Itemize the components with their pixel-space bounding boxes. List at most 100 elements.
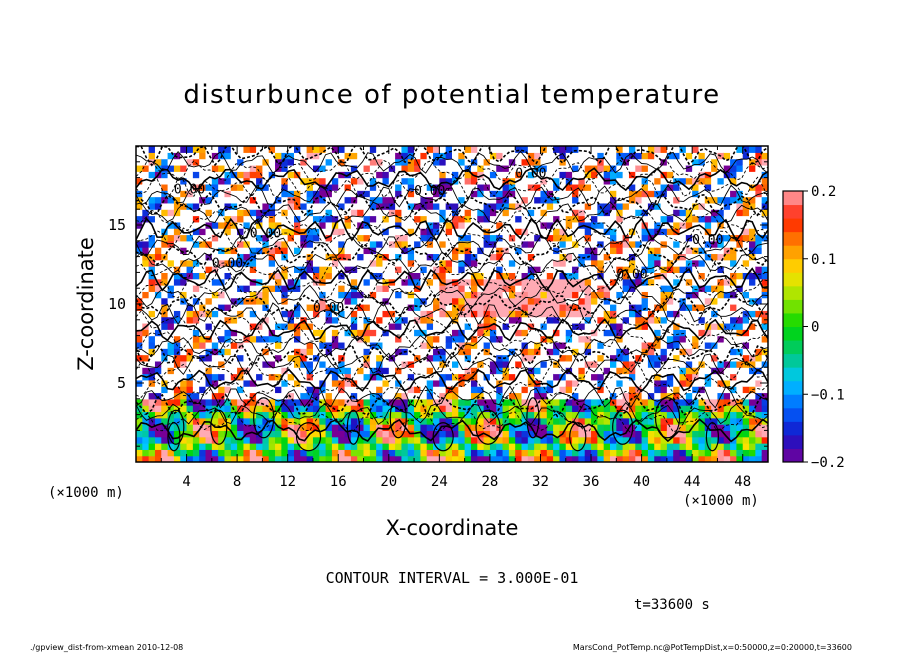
heatmap-cell — [275, 158, 282, 166]
heatmap-cell — [641, 436, 649, 444]
heatmap-cell — [180, 164, 188, 172]
heatmap-cell — [628, 386, 636, 394]
heatmap-cell — [268, 228, 276, 236]
heatmap-cell — [275, 417, 282, 425]
heatmap-cell — [376, 215, 384, 223]
heatmap-cell — [287, 215, 295, 223]
heatmap-cell — [192, 247, 200, 255]
heatmap-cell — [445, 183, 453, 191]
heatmap-cell — [306, 278, 314, 286]
heatmap-cell — [344, 259, 352, 267]
heatmap-cell — [161, 247, 169, 255]
heatmap-cell — [414, 221, 421, 229]
heatmap-cell — [426, 379, 434, 387]
heatmap-cell — [186, 285, 194, 292]
heatmap-cell — [433, 266, 440, 273]
heatmap-cell — [711, 354, 719, 362]
heatmap-cell — [496, 455, 504, 462]
heatmap-cell — [243, 341, 251, 349]
heatmap-cell — [420, 430, 428, 438]
heatmap-cell — [692, 304, 700, 311]
heatmap-cell — [319, 297, 327, 305]
heatmap-cell — [666, 417, 674, 425]
heatmap-cell — [736, 253, 744, 261]
heatmap-cell — [666, 259, 674, 267]
heatmap-cell — [249, 398, 257, 406]
heatmap-cell — [591, 247, 598, 255]
heatmap-cell — [344, 386, 352, 394]
heatmap-cell — [704, 291, 712, 299]
heatmap-cell — [167, 177, 175, 185]
heatmap-cell — [173, 190, 181, 198]
heatmap-cell — [736, 215, 744, 223]
heatmap-cell — [230, 215, 238, 223]
heatmap-cell — [401, 386, 409, 394]
heatmap-cell — [666, 360, 674, 368]
heatmap-cell — [749, 158, 756, 166]
heatmap-cell — [597, 386, 605, 394]
heatmap-cell — [407, 266, 415, 273]
heatmap-cell — [262, 259, 270, 267]
heatmap-cell — [508, 297, 516, 305]
heatmap-cell — [546, 240, 554, 248]
heatmap-cell — [439, 348, 447, 356]
heatmap-cell — [142, 146, 150, 153]
heatmap-cell — [433, 297, 440, 305]
heatmap-cell — [647, 164, 655, 172]
heatmap-cell — [730, 171, 737, 179]
heatmap-cell — [559, 297, 567, 305]
heatmap-cell — [433, 411, 440, 419]
heatmap-cell — [540, 354, 548, 362]
heatmap-cell — [420, 253, 428, 261]
heatmap-cell — [148, 285, 156, 292]
heatmap-cell — [256, 455, 263, 462]
heatmap-cell — [692, 335, 700, 343]
heatmap-cell — [249, 183, 257, 191]
heatmap-cell — [154, 392, 162, 400]
heatmap-cell — [464, 190, 472, 198]
heatmap-cell — [142, 278, 150, 286]
heatmap-cell — [673, 234, 681, 242]
heatmap-cell — [230, 228, 238, 236]
heatmap-cell — [464, 436, 472, 444]
heatmap-cell — [559, 209, 567, 217]
heatmap-cell — [439, 341, 447, 349]
heatmap-cell — [603, 405, 611, 413]
heatmap-cell — [237, 183, 245, 191]
heatmap-cell — [136, 449, 143, 457]
heatmap-cell — [616, 455, 624, 462]
heatmap-cell — [470, 228, 478, 236]
heatmap-cell — [350, 171, 358, 179]
heatmap-cell — [363, 367, 371, 375]
heatmap-cell — [161, 398, 169, 406]
heatmap-cell — [660, 310, 668, 318]
heatmap-cell — [186, 196, 194, 204]
heatmap-cell — [306, 240, 314, 248]
heatmap-cell — [628, 253, 636, 261]
heatmap-cell — [388, 291, 396, 299]
heatmap-cell — [262, 455, 270, 462]
heatmap-cell — [148, 398, 156, 406]
heatmap-cell — [237, 297, 245, 305]
heatmap-cell — [666, 190, 674, 198]
heatmap-cell — [496, 240, 504, 248]
heatmap-cell — [237, 322, 245, 330]
heatmap-cell — [483, 354, 491, 362]
heatmap-cell — [515, 202, 523, 210]
heatmap-cell — [584, 202, 592, 210]
heatmap-cell — [173, 183, 181, 191]
heatmap-cell — [142, 417, 150, 425]
heatmap-cell — [654, 341, 662, 349]
heatmap-cell — [224, 209, 232, 217]
heatmap-cell — [742, 183, 750, 191]
heatmap-cell — [414, 379, 421, 387]
heatmap-cell — [578, 341, 586, 349]
heatmap-cell — [268, 411, 276, 419]
heatmap-cell — [363, 386, 371, 394]
heatmap-cell — [218, 373, 226, 381]
heatmap-cell — [698, 297, 706, 305]
heatmap-cell — [407, 146, 415, 153]
heatmap-cell — [243, 266, 251, 273]
heatmap-cell — [603, 417, 611, 425]
heatmap-cell — [591, 379, 598, 387]
